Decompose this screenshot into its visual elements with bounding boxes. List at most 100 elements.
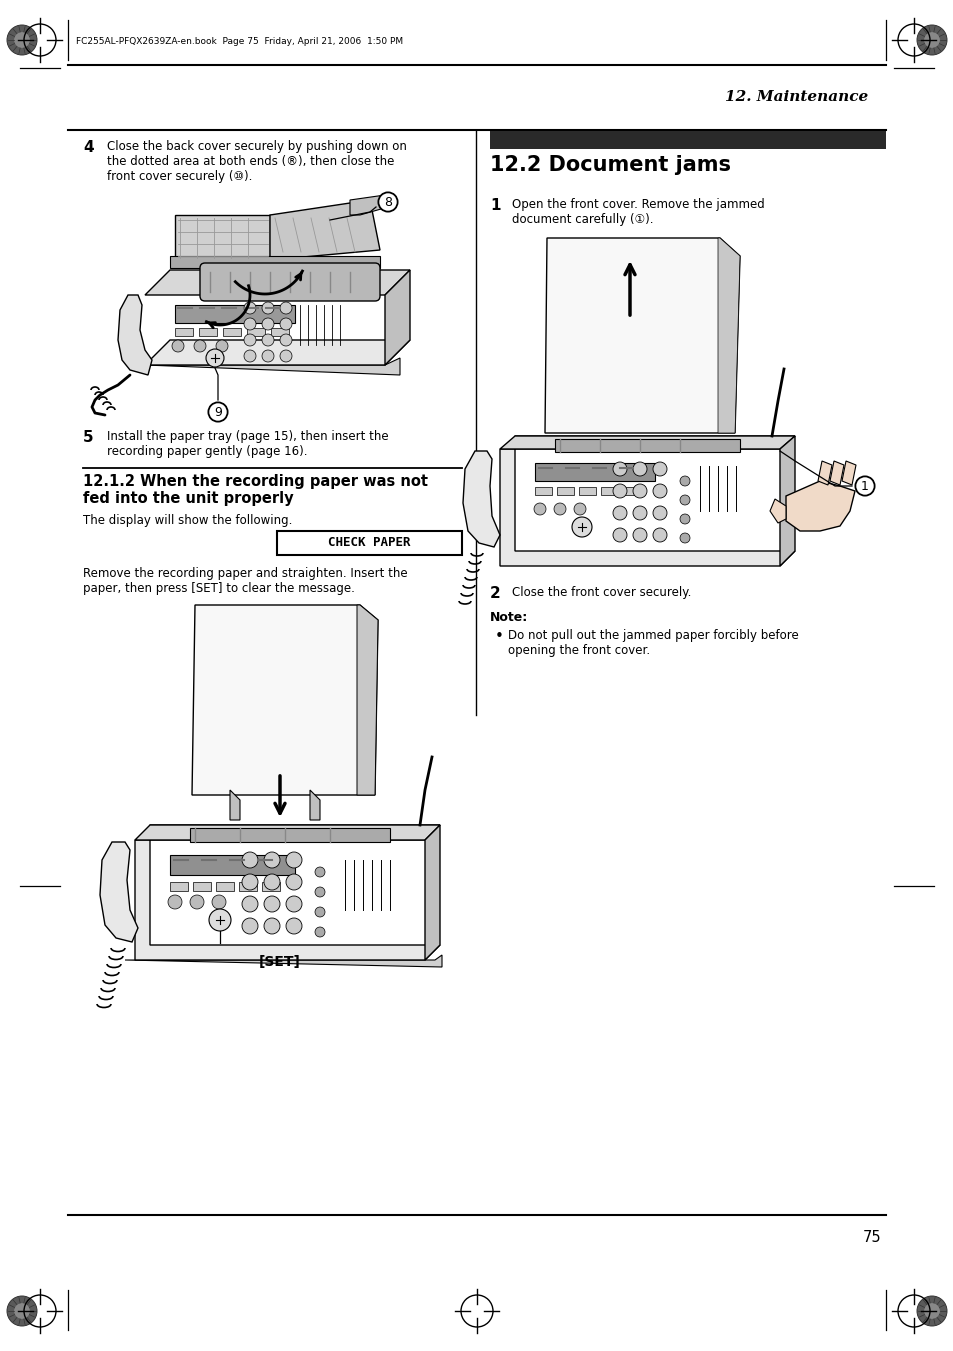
Polygon shape [817,461,831,485]
Circle shape [613,462,626,476]
Text: front cover securely (⑩).: front cover securely (⑩). [107,170,253,182]
Bar [555,439,740,453]
Text: Do not pull out the jammed paper forcibly before: Do not pull out the jammed paper forcibl… [507,630,798,642]
Circle shape [244,334,255,346]
Circle shape [280,350,292,362]
Bar [557,486,574,494]
Polygon shape [780,436,794,566]
Text: 2: 2 [490,586,500,601]
Bar [174,328,193,336]
Circle shape [280,334,292,346]
Circle shape [633,528,646,542]
Polygon shape [424,825,439,961]
Circle shape [286,874,302,890]
Circle shape [206,349,224,367]
Circle shape [244,350,255,362]
Text: 12. Maintenance: 12. Maintenance [724,91,867,104]
Circle shape [242,874,257,890]
Circle shape [574,503,585,515]
Text: CHECK PAPER: CHECK PAPER [328,536,411,550]
Bar [193,882,211,892]
Text: 5: 5 [83,430,93,444]
Circle shape [286,917,302,934]
Polygon shape [145,340,410,365]
Bar [578,486,596,494]
Text: opening the front cover.: opening the front cover. [507,644,649,657]
Circle shape [652,462,666,476]
Polygon shape [125,955,441,967]
Circle shape [7,1296,37,1325]
Text: document carefully (①).: document carefully (①). [512,213,653,226]
Bar [223,328,241,336]
Text: [SET]: [SET] [259,955,300,969]
Polygon shape [829,461,843,485]
Circle shape [209,909,231,931]
Circle shape [172,340,184,353]
Circle shape [242,917,257,934]
Circle shape [264,896,280,912]
Text: 12.1.2 When the recording paper was not: 12.1.2 When the recording paper was not [83,474,428,489]
Circle shape [916,26,946,55]
Circle shape [242,852,257,867]
Bar [170,855,294,875]
Text: Close the back cover securely by pushing down on: Close the back cover securely by pushing… [107,141,406,153]
Circle shape [314,907,325,917]
Circle shape [262,334,274,346]
Bar [174,305,294,323]
Circle shape [923,1302,940,1319]
Polygon shape [350,195,395,215]
Polygon shape [192,605,377,794]
Polygon shape [100,842,138,942]
Circle shape [212,894,226,909]
Circle shape [286,896,302,912]
Bar [262,882,280,892]
FancyBboxPatch shape [200,263,379,301]
Circle shape [242,896,257,912]
Bar [622,486,639,494]
Text: Remove the recording paper and straighten. Insert the: Remove the recording paper and straighte… [83,567,407,580]
Circle shape [13,1302,30,1319]
Polygon shape [769,499,785,523]
Text: 1: 1 [861,480,868,493]
Circle shape [679,534,689,543]
Circle shape [652,507,666,520]
Circle shape [613,507,626,520]
Bar [199,328,216,336]
Circle shape [613,484,626,499]
Text: 1: 1 [490,199,500,213]
Circle shape [262,350,274,362]
Polygon shape [841,461,855,485]
Polygon shape [135,825,439,961]
Polygon shape [785,481,854,531]
Polygon shape [462,451,499,547]
Circle shape [244,303,255,313]
Bar [535,463,655,481]
Polygon shape [135,825,439,840]
Text: recording paper gently (page 16).: recording paper gently (page 16). [107,444,307,458]
Bar [247,328,265,336]
Circle shape [190,894,204,909]
Circle shape [244,317,255,330]
Text: 12.2 Document jams: 12.2 Document jams [490,155,730,176]
Bar [490,146,885,149]
Bar [276,531,461,555]
Text: 75: 75 [862,1229,880,1246]
Circle shape [633,507,646,520]
Circle shape [916,1296,946,1325]
Text: FC255AL-PFQX2639ZA-en.book  Page 75  Friday, April 21, 2006  1:50 PM: FC255AL-PFQX2639ZA-en.book Page 75 Frida… [76,38,403,46]
Bar [170,255,379,267]
Bar [271,328,289,336]
Circle shape [262,317,274,330]
Circle shape [13,32,30,49]
Polygon shape [174,215,270,259]
Circle shape [652,484,666,499]
Circle shape [264,917,280,934]
Circle shape [280,303,292,313]
Circle shape [613,528,626,542]
Circle shape [679,494,689,505]
Bar [490,131,885,146]
Text: fed into the unit properly: fed into the unit properly [83,490,294,507]
Bar [535,486,552,494]
Circle shape [633,462,646,476]
Text: 8: 8 [384,196,392,208]
